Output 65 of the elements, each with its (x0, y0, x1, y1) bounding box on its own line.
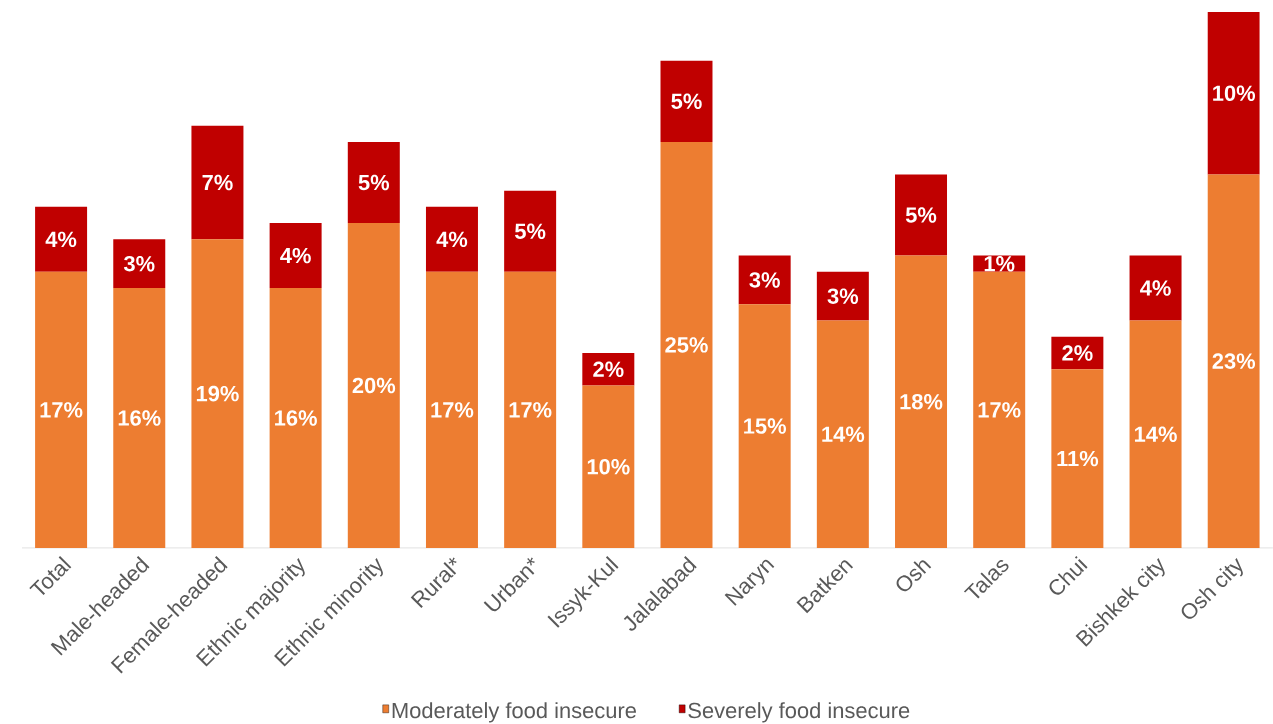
data-label: 16% (275, 410, 317, 426)
data-label: 20% (352, 377, 396, 394)
bar (816, 320, 869, 549)
bar (504, 190, 557, 273)
bar (1207, 12, 1260, 175)
bar (738, 255, 791, 305)
bar (660, 60, 713, 143)
data-label: 16% (118, 410, 161, 426)
bar (1129, 255, 1182, 321)
data-label: 19% (196, 386, 239, 402)
data-label: 7% (202, 175, 233, 191)
bar (425, 272, 478, 549)
data-label: 23% (1212, 353, 1256, 370)
data-label: 1% (984, 256, 1015, 272)
data-label: 2% (1062, 345, 1093, 362)
data-label: 15% (744, 418, 787, 435)
bar (816, 272, 869, 321)
data-label: 4% (1140, 280, 1171, 297)
data-label: 10% (1213, 85, 1256, 102)
bar (269, 223, 322, 289)
data-label: 18% (900, 394, 943, 410)
data-label: 3% (827, 288, 859, 305)
bar (895, 174, 948, 256)
data-label: 14% (822, 426, 865, 443)
bar (425, 207, 478, 273)
data-label: 5% (671, 93, 702, 110)
bar (582, 385, 635, 549)
data-label: 5% (514, 223, 546, 240)
data-label: 17% (978, 402, 1021, 418)
bar (269, 288, 322, 549)
bar (1129, 320, 1182, 549)
bar (35, 207, 88, 273)
bar (504, 272, 557, 549)
bar (738, 304, 791, 549)
data-label: 5% (358, 175, 390, 191)
data-label: 4% (45, 231, 77, 248)
data-label: 3% (749, 272, 780, 288)
bar (973, 272, 1026, 549)
data-label: 14% (1134, 426, 1177, 443)
data-label: 25% (665, 337, 708, 353)
x-tick-label: Osh city (1181, 558, 1243, 619)
bar (1051, 369, 1104, 549)
bar (660, 142, 713, 549)
x-tick-label: Osh (896, 560, 932, 592)
data-label: 11% (1057, 451, 1099, 467)
data-label: 17% (40, 402, 83, 418)
data-label: 2% (593, 361, 624, 378)
bar (1207, 174, 1260, 549)
bar (191, 239, 244, 549)
data-label: 5% (905, 207, 937, 223)
data-label: 10% (587, 459, 630, 475)
data-label: 3% (123, 256, 155, 272)
bar (113, 288, 166, 549)
bar (895, 255, 948, 549)
legend-label: Moderately food insecure (392, 702, 636, 723)
data-label: 4% (280, 248, 311, 264)
bar (347, 142, 400, 224)
data-label: 4% (436, 231, 468, 248)
bar (347, 223, 400, 549)
data-label: 17% (509, 402, 552, 418)
bar (113, 239, 166, 289)
bar (35, 272, 88, 549)
bar (191, 125, 244, 240)
legend-label: Severely food insecure (688, 702, 910, 723)
data-label: 17% (431, 402, 474, 418)
